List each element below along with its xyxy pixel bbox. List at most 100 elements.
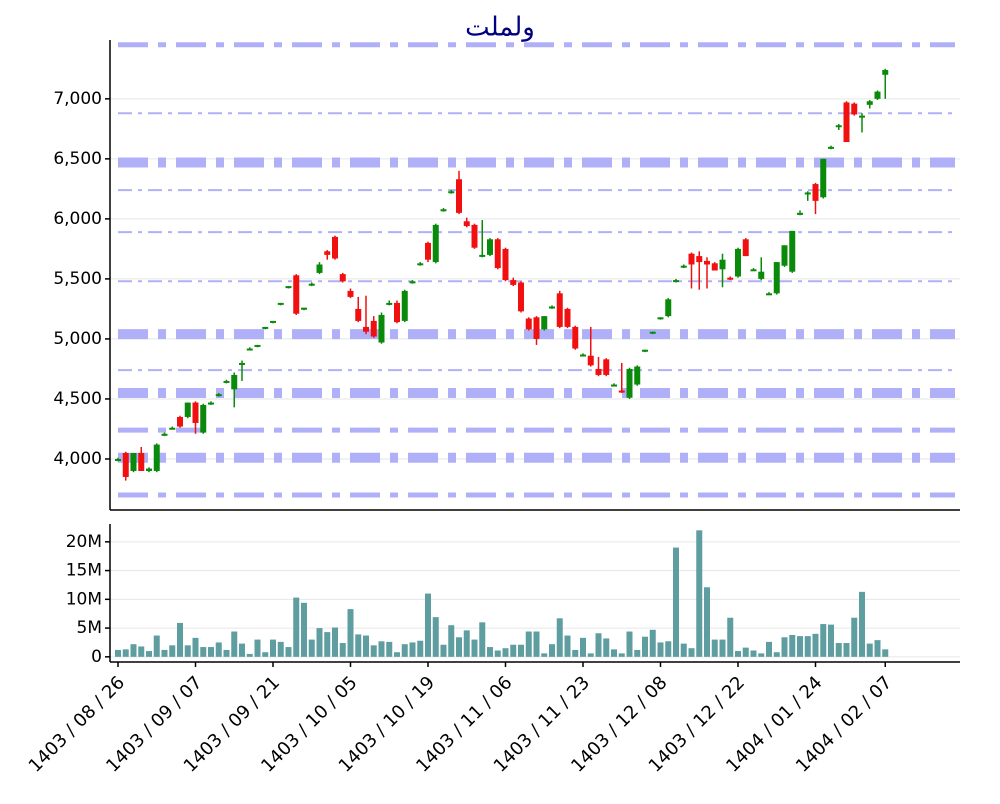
candle-body (611, 384, 617, 387)
candle-body (719, 259, 726, 270)
volume-bar (386, 641, 393, 657)
volume-bar (642, 636, 648, 657)
volume-bar (463, 630, 470, 657)
candle-body (727, 277, 734, 280)
candle-body (673, 280, 679, 283)
volume-bar (595, 633, 602, 657)
candle-body (665, 299, 672, 317)
candle-body (153, 444, 160, 471)
candle-body (789, 230, 796, 272)
volume-bar (611, 649, 617, 657)
candle-body (587, 355, 594, 366)
volume-bar (766, 641, 772, 657)
candle-body (688, 253, 695, 265)
candle-body (479, 254, 486, 257)
candle-body (580, 354, 586, 357)
volume-bar (851, 617, 858, 657)
volume-bar (363, 635, 369, 657)
volume-bar (432, 617, 439, 657)
y-tick-label: 0 (91, 647, 102, 667)
candle-body (564, 308, 571, 327)
candle-body (432, 224, 439, 263)
volume-bar (440, 644, 447, 657)
volume-bar (316, 628, 323, 657)
volume-bar (138, 646, 145, 657)
volume-bar (518, 644, 524, 657)
volume-bar (549, 644, 555, 657)
volume-bar (541, 653, 548, 657)
candle-body (425, 242, 431, 260)
volume-bar (184, 645, 191, 657)
volume-bar (580, 637, 586, 657)
volume-bar (487, 647, 493, 657)
candle-body (657, 317, 664, 320)
candle-body (161, 433, 168, 436)
candle-body (130, 452, 137, 471)
candle-body (851, 103, 858, 115)
candle-body (378, 314, 385, 343)
candle-body (239, 362, 245, 365)
volume-bar (665, 641, 672, 657)
candle-body (192, 402, 199, 423)
candle-body (874, 91, 881, 99)
volume-bar (533, 631, 540, 657)
candle-body (797, 212, 803, 215)
candle-body (820, 158, 827, 198)
volume-bar (859, 591, 865, 657)
candle-body (146, 468, 152, 471)
candle-body (254, 344, 261, 347)
candle-body (649, 331, 656, 334)
candle-body (184, 402, 191, 417)
volume-bar (727, 617, 734, 657)
volume-bar (874, 640, 881, 657)
candle-body (122, 452, 129, 477)
candle-body (704, 260, 710, 265)
volume-bar (494, 650, 501, 657)
candle-body (355, 308, 362, 321)
volume-bar (270, 639, 276, 657)
candle-body (246, 348, 253, 351)
volume-bar (153, 635, 160, 657)
candle-body (711, 263, 718, 271)
volume-bar (797, 636, 803, 657)
volume-bar (618, 653, 625, 657)
candle-body (502, 248, 509, 281)
candle-body (533, 317, 540, 339)
candle-body (456, 179, 462, 213)
volume-bar (347, 609, 354, 657)
y-tick-label: 10M (66, 589, 102, 609)
candle-body (370, 320, 377, 337)
volume-bar (417, 640, 424, 657)
candle-body (231, 374, 238, 390)
y-tick-label: 4,500 (53, 389, 102, 409)
volume-bar (277, 641, 284, 657)
volume-bar (146, 651, 152, 657)
volume-bar (246, 653, 253, 657)
y-tick-label: 15M (66, 561, 102, 581)
candle-body (487, 239, 493, 255)
candle-body (386, 302, 393, 305)
candle-body (208, 402, 214, 405)
volume-bar (843, 643, 850, 657)
volume-bar (735, 651, 741, 657)
volume-bar (680, 643, 687, 657)
candle-body (215, 394, 222, 397)
candle-body (138, 452, 145, 471)
volume-bar (758, 653, 765, 657)
candle-body (277, 302, 284, 305)
candle-body (680, 265, 687, 268)
candle-body (642, 349, 648, 352)
candle-body (828, 146, 834, 149)
volume-bar (285, 647, 292, 657)
candle-body (781, 245, 788, 266)
y-tick-label: 5,000 (53, 329, 102, 349)
candle-body (742, 239, 749, 257)
volume-bar (200, 647, 207, 657)
volume-bar (339, 643, 346, 657)
volume-bar (130, 644, 137, 657)
candle-body (773, 262, 780, 294)
volume-bar (425, 593, 431, 657)
volume-bar (866, 643, 873, 657)
volume-bar (742, 647, 749, 657)
